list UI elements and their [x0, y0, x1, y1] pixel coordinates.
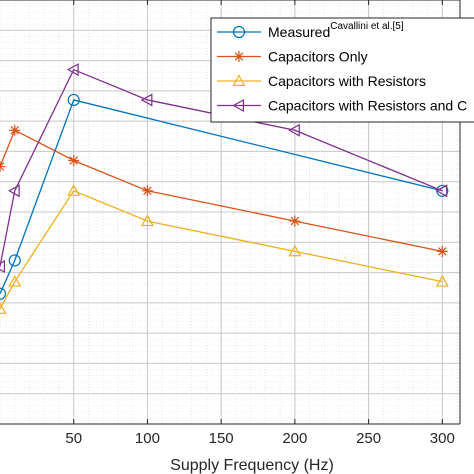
- series-1: [0, 124, 448, 257]
- x-axis-label: Supply Frequency (Hz): [170, 457, 334, 474]
- legend: MeasuredCavallini et al.[5]Capacitors On…: [210, 17, 474, 123]
- series-0: [0, 93, 449, 300]
- data-point: [67, 184, 81, 196]
- data-point: [232, 74, 246, 87]
- data-point: [0, 259, 6, 274]
- x-tick-labels: 50 100 150 200 250 300: [65, 430, 454, 447]
- x-tick-label: 250: [356, 430, 381, 447]
- data-point: [140, 93, 153, 107]
- x-tick-label: 50: [65, 430, 82, 447]
- legend-item-1: Capacitors Only: [217, 49, 368, 65]
- data-point: [435, 184, 448, 198]
- data-point: [232, 25, 246, 39]
- data-point: [232, 98, 244, 113]
- series-3: [0, 63, 448, 274]
- data-point: [8, 254, 21, 267]
- legend-item-2: Capacitors with Resistors: [217, 73, 426, 89]
- data-point: [8, 274, 22, 287]
- x-tick-label: 150: [209, 430, 234, 447]
- legend-label: Capacitors with Resistors: [268, 73, 426, 89]
- series-line: [0, 68, 443, 267]
- legend-item-3: Capacitors with Resistors and C: [217, 98, 467, 114]
- legend-label: Capacitors with Resistors and C: [268, 98, 467, 114]
- data-point: [436, 245, 448, 257]
- series-layer: [0, 63, 449, 314]
- series-line: [0, 99, 443, 295]
- data-point: [68, 155, 80, 167]
- legend-label-superscript: Cavallini et al.[5]: [330, 21, 404, 32]
- series-line: [0, 129, 443, 253]
- data-point: [66, 63, 79, 77]
- data-point: [233, 51, 245, 62]
- legend-box: [210, 17, 474, 123]
- data-point: [9, 124, 21, 136]
- legend-label: Capacitors Only: [268, 49, 368, 65]
- series-2: [0, 184, 449, 314]
- data-point: [0, 287, 7, 300]
- data-point: [8, 184, 20, 198]
- x-tick-label: 200: [282, 430, 307, 447]
- data-point: [141, 185, 153, 197]
- data-point: [67, 93, 80, 107]
- data-point: [435, 274, 449, 287]
- data-point: [0, 302, 7, 314]
- data-point: [289, 215, 301, 227]
- data-point: [288, 123, 300, 137]
- x-tick-label: 300: [430, 430, 455, 447]
- data-point: [288, 244, 302, 257]
- data-point: [140, 214, 154, 227]
- x-tick-label: 100: [135, 430, 160, 447]
